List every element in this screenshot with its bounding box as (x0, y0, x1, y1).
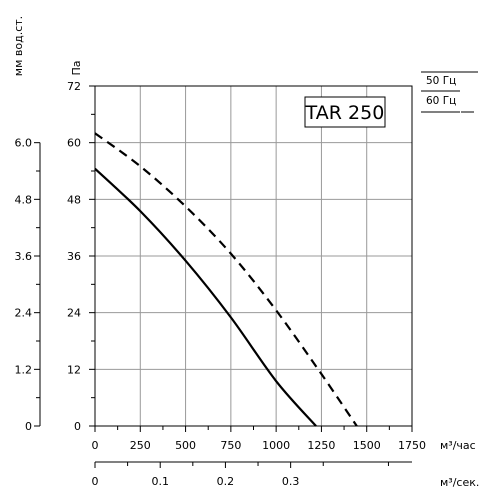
series-line-50hz (94, 167, 317, 427)
x2-tick-label: 0 (92, 475, 99, 488)
y-tick-label: 0 (74, 420, 81, 433)
legend-label-50hz: 50 Гц (426, 75, 456, 87)
y-axis-label: Па (70, 60, 83, 75)
labels-layer: 0 250 500 750 1000 1250 1500 1750 0 12 24 36 48 60 72 0… (15, 80, 427, 488)
x-tick-label: 500 (175, 439, 196, 452)
y2-tick-label: 2.4 (15, 307, 33, 320)
y-tick-label: 36 (67, 250, 81, 263)
x-tick-label: 0 (92, 439, 99, 452)
x-tick-label: 750 (220, 439, 241, 452)
y2-tick-label: 0 (25, 420, 32, 433)
plot-frame (94, 85, 413, 427)
grid (94, 85, 413, 427)
x-tick-label: 1000 (262, 439, 290, 452)
y2-tick-label: 4.8 (15, 193, 33, 206)
chart-title: TAR 250 (305, 102, 385, 124)
series-layer (94, 132, 358, 427)
x2-tick-label: 0.3 (282, 475, 300, 488)
x-tick-label: 250 (130, 439, 151, 452)
y-tick-label: 48 (67, 193, 81, 206)
y-tick-label: 72 (67, 80, 81, 93)
axes (34, 85, 413, 468)
y-tick-label: 12 (67, 363, 81, 376)
y2-tick-label: 6.0 (15, 137, 33, 150)
x-tick-label: 1750 (398, 439, 426, 452)
y2-axis-label: мм вод.ст. (12, 16, 25, 76)
series-line-60hz (94, 132, 358, 427)
x-tick-label: 1500 (353, 439, 381, 452)
y-tick-label: 24 (67, 307, 81, 320)
y-tick-label: 60 (67, 137, 81, 150)
x2-tick-label: 0.2 (217, 475, 235, 488)
legend-label-60hz: 60 Гц (426, 95, 456, 107)
x-tick-label: 1250 (307, 439, 335, 452)
title-box (304, 96, 386, 128)
x2-axis-label: м³/сек. (440, 476, 479, 489)
x-axis-label: м³/час (440, 439, 476, 452)
y2-tick-label: 3.6 (15, 250, 33, 263)
x2-tick-label: 0.1 (151, 475, 169, 488)
y2-tick-label: 1.2 (15, 363, 33, 376)
